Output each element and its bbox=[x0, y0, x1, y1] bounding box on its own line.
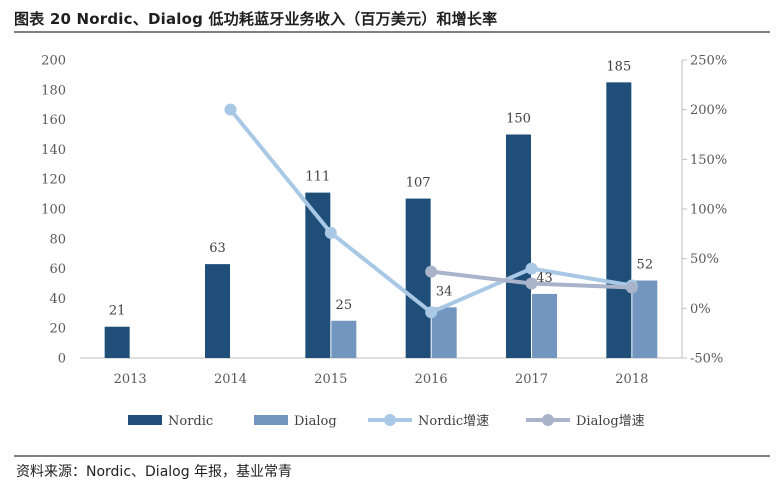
y-left-tick-label: 80 bbox=[49, 232, 66, 247]
data-label-dialog: 34 bbox=[436, 284, 453, 299]
line-nordic-growth bbox=[228, 107, 634, 315]
data-label-dialog: 43 bbox=[536, 271, 553, 286]
marker-nordic-growth bbox=[324, 226, 337, 239]
y-left-tick-label: 40 bbox=[49, 292, 66, 307]
marker-nordic-growth bbox=[525, 262, 538, 275]
legend-dialog-growth-label: Dialog增速 bbox=[576, 414, 645, 429]
bar-nordic bbox=[606, 82, 632, 358]
source-note: 资料来源：Nordic、Dialog 年报，基业常青 bbox=[16, 464, 293, 480]
y-right-tick-label: 100% bbox=[690, 203, 727, 218]
y-right-tick-label: 150% bbox=[690, 153, 727, 168]
legend-nordic-growth-marker bbox=[384, 414, 396, 426]
chart-title: 图表 20 Nordic、Dialog 低功耗蓝牙业务收入（百万美元）和增长率 bbox=[14, 10, 498, 28]
bar-nordic bbox=[305, 192, 331, 358]
marker-dialog-growth bbox=[425, 265, 438, 278]
marker-dialog-growth bbox=[625, 281, 638, 294]
data-label-nordic: 107 bbox=[406, 176, 431, 191]
y-left-tick-label: 180 bbox=[41, 83, 66, 98]
bar-nordic bbox=[506, 134, 531, 358]
x-tick-label: 2018 bbox=[615, 372, 648, 387]
marker-dialog-growth bbox=[525, 277, 538, 290]
x-tick-label: 2013 bbox=[114, 372, 147, 387]
data-label-nordic: 185 bbox=[606, 59, 631, 74]
bar-nordic bbox=[104, 326, 130, 358]
bar-nordic bbox=[205, 264, 230, 358]
title-divider bbox=[14, 31, 770, 33]
x-tick-label: 2015 bbox=[314, 372, 347, 387]
legend-dialog-label: Dialog bbox=[294, 414, 337, 429]
data-label-nordic: 111 bbox=[305, 170, 330, 185]
line-series bbox=[224, 103, 638, 319]
source-divider bbox=[14, 455, 770, 457]
x-tick-label: 2014 bbox=[214, 372, 247, 387]
y-left-tick-label: 0 bbox=[58, 352, 66, 367]
y-right-tick-label: 200% bbox=[690, 103, 727, 118]
x-tick-label: 2016 bbox=[415, 372, 448, 387]
bar-nordic bbox=[405, 198, 431, 358]
bar-dialog bbox=[331, 320, 357, 358]
y-left-tick-label: 100 bbox=[41, 203, 66, 218]
data-label-nordic: 150 bbox=[506, 112, 531, 127]
data-label-nordic: 21 bbox=[109, 304, 126, 319]
y-right-tick-label: 0% bbox=[690, 302, 711, 317]
legend-dialog-growth-marker bbox=[542, 414, 554, 426]
data-label-dialog: 52 bbox=[637, 258, 654, 273]
chart-axes: 0 20 40 60 80 100 120 140 160 180 200 -50% 0% 50% 100%… bbox=[41, 54, 727, 388]
marker-nordic-growth bbox=[224, 103, 237, 116]
marker-nordic-growth bbox=[425, 306, 438, 319]
legend-nordic-growth-label: Nordic增速 bbox=[418, 414, 489, 429]
y-right-tick-label: 50% bbox=[690, 252, 719, 267]
chart-legend: Nordic Dialog Nordic增速 Dialog增速 bbox=[128, 414, 645, 429]
y-left-tick-label: 160 bbox=[41, 113, 66, 128]
bar-dialog bbox=[632, 280, 658, 358]
data-label-nordic: 63 bbox=[209, 241, 226, 256]
legend-dialog-swatch bbox=[254, 415, 288, 425]
y-left-tick-label: 20 bbox=[49, 322, 66, 337]
y-left-tick-label: 60 bbox=[49, 262, 66, 277]
y-right-tick-label: -50% bbox=[690, 352, 723, 367]
bar-dialog bbox=[532, 293, 557, 358]
y-left-tick-label: 140 bbox=[41, 143, 66, 158]
legend-nordic-label: Nordic bbox=[168, 414, 213, 429]
bar-series bbox=[104, 82, 658, 358]
y-left-tick-label: 120 bbox=[41, 173, 66, 188]
data-labels: 21 63 111 107 150 185 25 34 43 52 bbox=[109, 59, 653, 318]
y-right-tick-label: 250% bbox=[690, 54, 727, 69]
legend-nordic-swatch bbox=[128, 415, 162, 425]
x-tick-label: 2017 bbox=[515, 372, 548, 387]
data-label-dialog: 25 bbox=[336, 298, 353, 313]
y-left-tick-label: 200 bbox=[41, 54, 66, 69]
